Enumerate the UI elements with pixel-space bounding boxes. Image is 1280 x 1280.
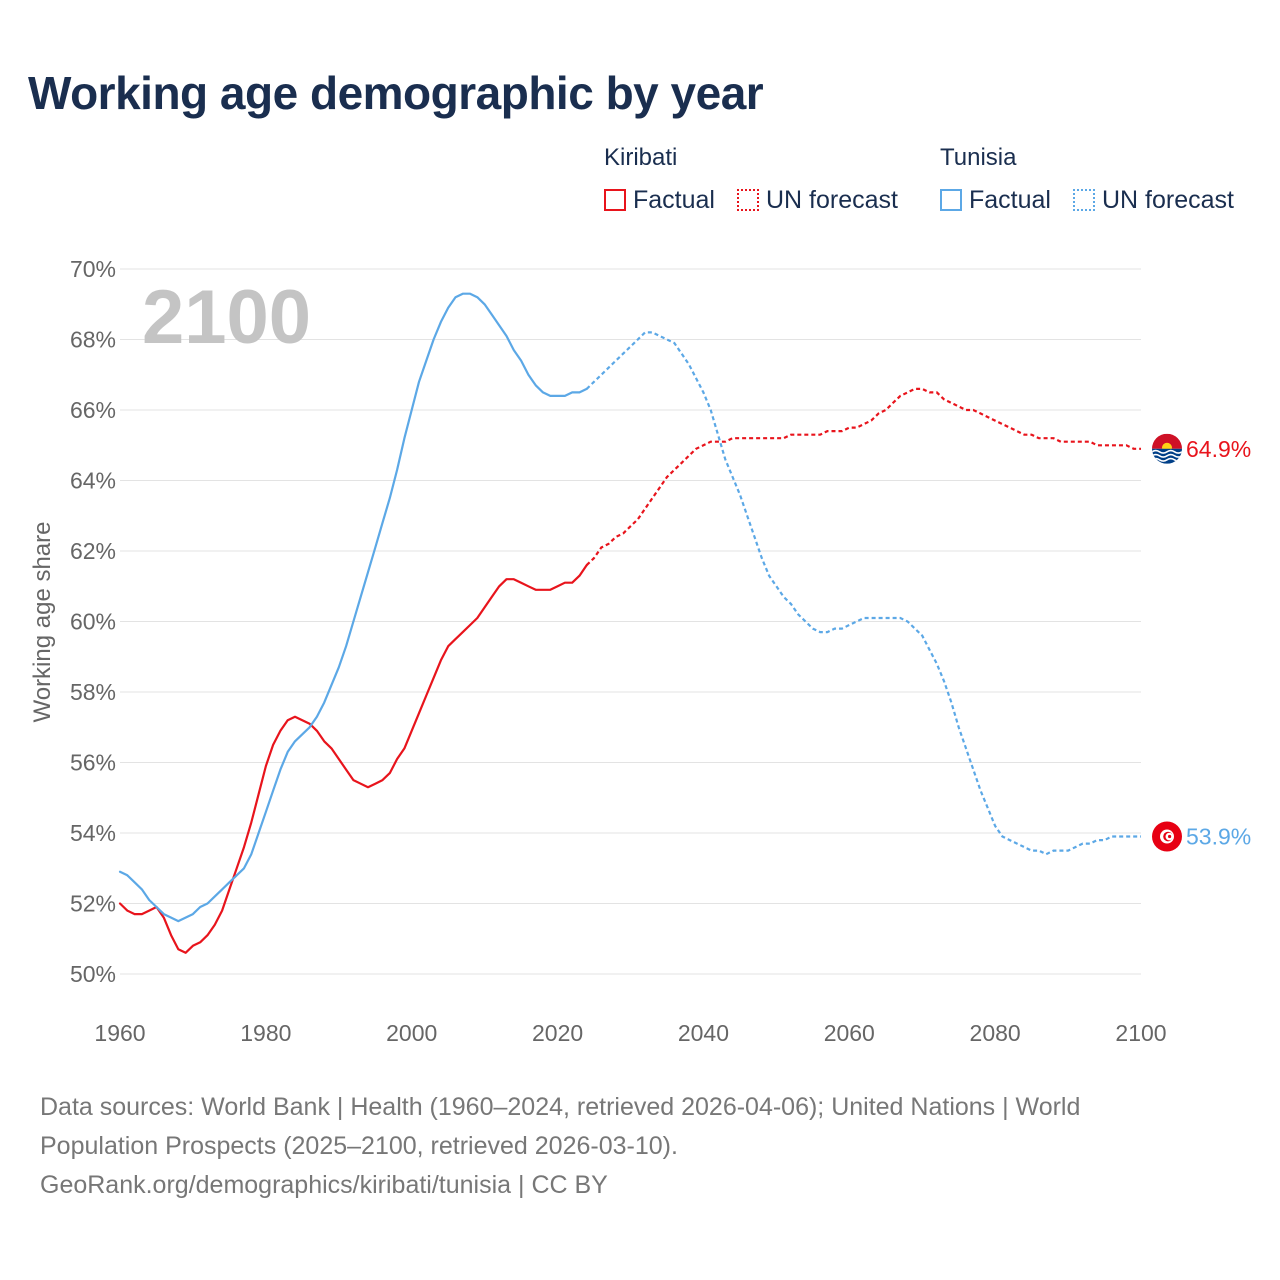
y-tick-label: 54% bbox=[70, 820, 116, 846]
legend-label: UN forecast bbox=[1102, 185, 1234, 214]
line-chart: 50%52%54%56%58%60%62%64%66%68%70% 1960 19… bbox=[29, 256, 1251, 1046]
x-tick-label: 1980 bbox=[240, 1020, 291, 1046]
legend-label: Factual bbox=[633, 185, 715, 214]
footer-line: Data sources: World Bank | Health (1960–… bbox=[40, 1093, 1081, 1121]
y-tick-label: 70% bbox=[70, 256, 116, 282]
flag-star bbox=[1168, 834, 1172, 839]
series-line-kiribati-factual bbox=[118, 564, 588, 954]
end-markers: 64.9% 53.9% bbox=[1152, 433, 1251, 852]
y-tick-label: 64% bbox=[70, 468, 116, 494]
y-axis-ticks: 50% 52% 54% 56% 58% 60% 62% 64% 66% 68% 70% bbox=[70, 256, 116, 987]
end-value-label-tunisia: 53.9% bbox=[1186, 824, 1251, 850]
kiribati-flag-icon bbox=[1152, 433, 1182, 464]
x-tick-label: 2000 bbox=[386, 1020, 437, 1046]
y-tick-label: 52% bbox=[70, 891, 116, 917]
x-tick-label: 2060 bbox=[824, 1020, 875, 1046]
legend-group-kiribati: Kiribati bbox=[604, 144, 678, 171]
y-tick-label: 50% bbox=[70, 961, 116, 987]
x-tick-label: 2040 bbox=[678, 1020, 729, 1046]
flag-wave bbox=[1152, 453, 1182, 458]
series-line-kiribati-forecast bbox=[585, 387, 1141, 566]
series-line-tunisia-forecast bbox=[585, 331, 1141, 856]
legend-label: UN forecast bbox=[766, 185, 898, 214]
legend-swatch-solid bbox=[604, 189, 626, 211]
gridlines bbox=[120, 268, 1141, 975]
series-lines bbox=[118, 292, 1141, 954]
end-value-label-kiribati: 64.9% bbox=[1186, 436, 1251, 462]
legend-item-tunisia-forecast[interactable]: UN forecast bbox=[1073, 186, 1234, 214]
flag-sky bbox=[1152, 433, 1182, 449]
footer-line: GeoRank.org/demographics/kiribati/tunisi… bbox=[40, 1171, 608, 1199]
x-axis-ticks: 1960 1980 2000 2020 2040 2060 2080 2100 bbox=[94, 1020, 1166, 1046]
y-tick-label: 56% bbox=[70, 750, 116, 776]
footer-line: Population Prospects (2025–2100, retriev… bbox=[40, 1132, 678, 1160]
footer-sources: Data sources: World Bank | Health (1960–… bbox=[40, 1088, 1240, 1205]
y-axis-label: Working age share bbox=[29, 522, 56, 723]
legend-swatch-dotted bbox=[1073, 189, 1095, 211]
flag-wave bbox=[1152, 449, 1182, 454]
y-tick-label: 62% bbox=[70, 538, 116, 564]
legend-item-kiribati-forecast[interactable]: UN forecast bbox=[737, 186, 898, 214]
legend-group-tunisia: Tunisia bbox=[940, 144, 1017, 171]
tunisia-flag-icon bbox=[1152, 821, 1182, 852]
y-tick-label: 66% bbox=[70, 397, 116, 423]
y-tick-label: 60% bbox=[70, 609, 116, 635]
legend-item-tunisia-factual[interactable]: Factual bbox=[940, 186, 1051, 214]
legend-swatch-solid bbox=[940, 189, 962, 211]
x-tick-label: 2100 bbox=[1115, 1020, 1166, 1046]
y-tick-label: 68% bbox=[70, 327, 116, 353]
chart-title: Working age demographic by year bbox=[28, 67, 764, 119]
legend-swatch-dotted bbox=[737, 189, 759, 211]
legend-item-kiribati-factual[interactable]: Factual bbox=[604, 186, 715, 214]
legend-label: Factual bbox=[969, 185, 1051, 214]
y-tick-label: 58% bbox=[70, 679, 116, 705]
year-watermark: 2100 bbox=[142, 275, 311, 360]
x-tick-label: 1960 bbox=[94, 1020, 145, 1046]
series-line-tunisia-factual bbox=[118, 292, 588, 923]
x-tick-label: 2020 bbox=[532, 1020, 583, 1046]
flag-body bbox=[1152, 433, 1182, 464]
x-tick-label: 2080 bbox=[970, 1020, 1021, 1046]
